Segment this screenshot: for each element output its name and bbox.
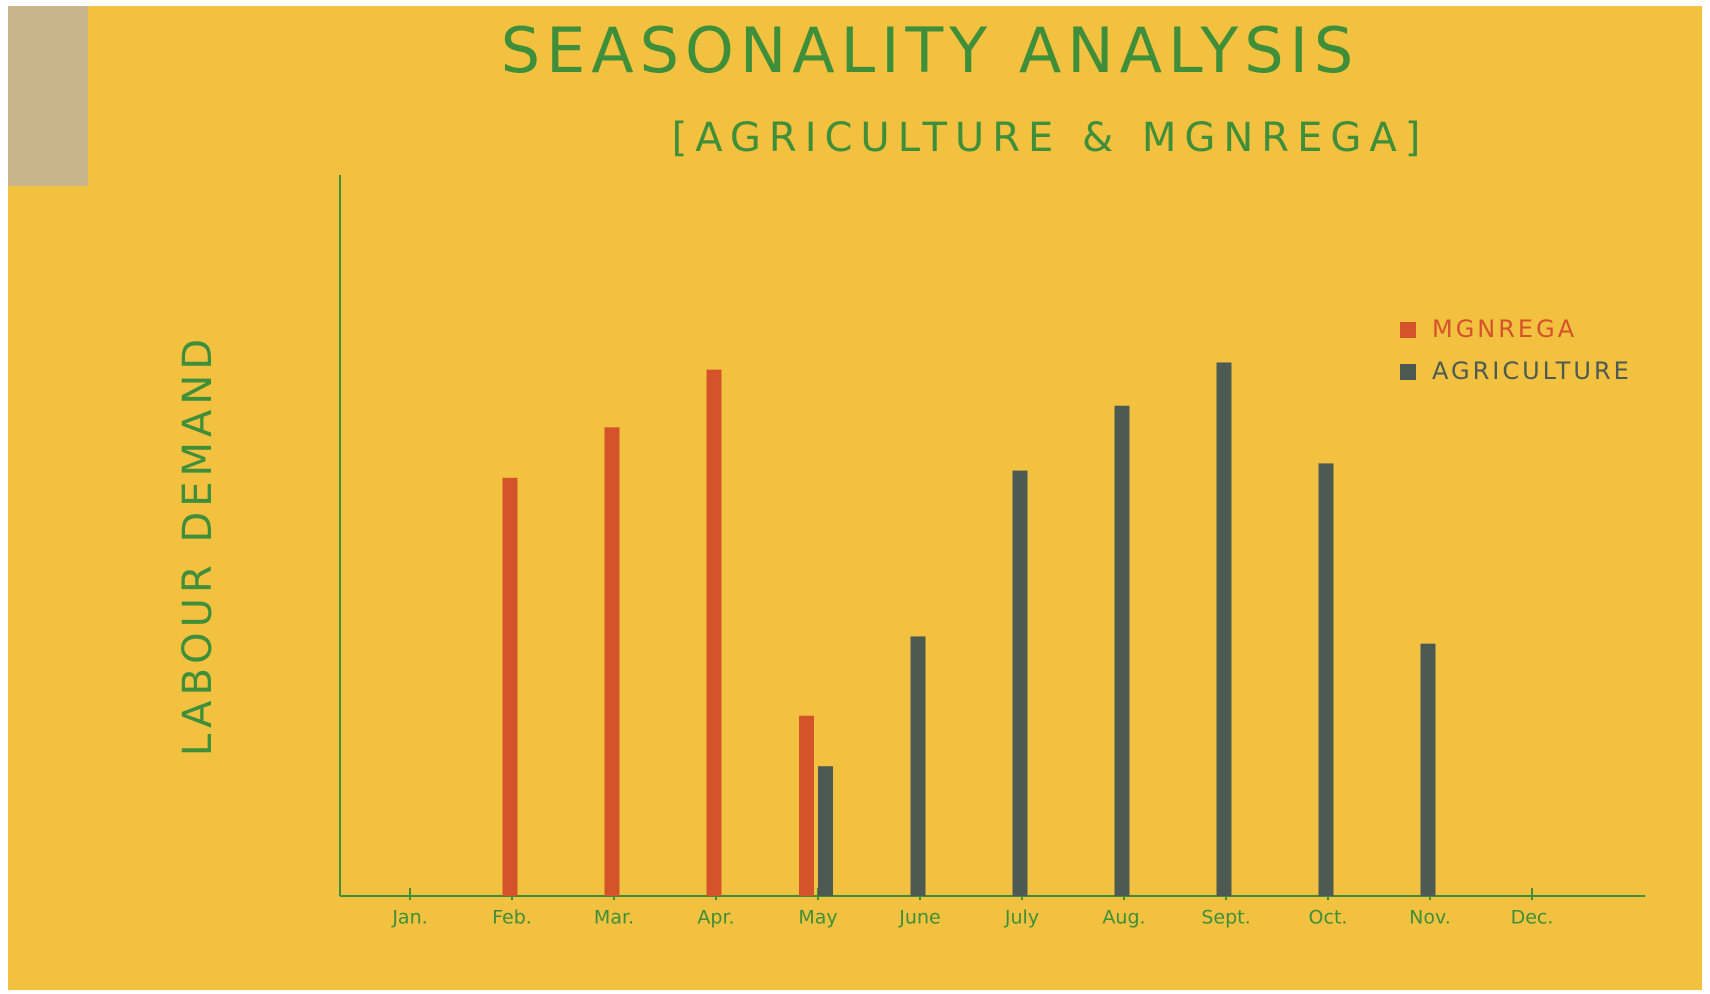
background-object bbox=[8, 6, 88, 186]
x-tick-label: May bbox=[798, 907, 837, 929]
chart-title: SEASONALITY ANALYSIS bbox=[501, 14, 1360, 87]
bar bbox=[1217, 362, 1232, 896]
x-tick-label: Jan. bbox=[391, 907, 427, 929]
bar bbox=[707, 370, 722, 896]
bar bbox=[1421, 644, 1436, 896]
x-tick-label: Nov. bbox=[1409, 907, 1451, 929]
chart: SEASONALITY ANALYSIS [AGRICULTURE & MGNR… bbox=[0, 0, 1710, 994]
x-tick-label: Mar. bbox=[594, 907, 634, 929]
bar bbox=[799, 716, 814, 896]
bar bbox=[605, 427, 620, 896]
bar bbox=[1319, 463, 1334, 896]
x-tick-label: July bbox=[1004, 907, 1039, 929]
bar bbox=[911, 636, 926, 896]
x-tick-label: Sept. bbox=[1201, 907, 1250, 929]
x-tick-label: June bbox=[898, 907, 940, 929]
bar bbox=[1013, 471, 1028, 896]
x-tick-label: Dec. bbox=[1511, 907, 1554, 929]
x-tick-label: Feb. bbox=[492, 907, 532, 929]
x-tick-label: Oct. bbox=[1309, 907, 1348, 929]
bar bbox=[818, 766, 833, 896]
chart-subtitle: [AGRICULTURE & MGNREGA] bbox=[672, 115, 1429, 161]
bar bbox=[503, 478, 518, 896]
legend-swatch bbox=[1400, 322, 1416, 338]
x-tick-label: Aug. bbox=[1102, 907, 1145, 929]
legend-label: MGNREGA bbox=[1432, 315, 1577, 343]
legend-label: AGRICULTURE bbox=[1432, 357, 1632, 385]
bar bbox=[1115, 406, 1130, 896]
legend-swatch bbox=[1400, 364, 1416, 380]
y-axis-label: LABOUR DEMAND bbox=[175, 334, 221, 756]
x-tick-label: Apr. bbox=[697, 907, 734, 929]
